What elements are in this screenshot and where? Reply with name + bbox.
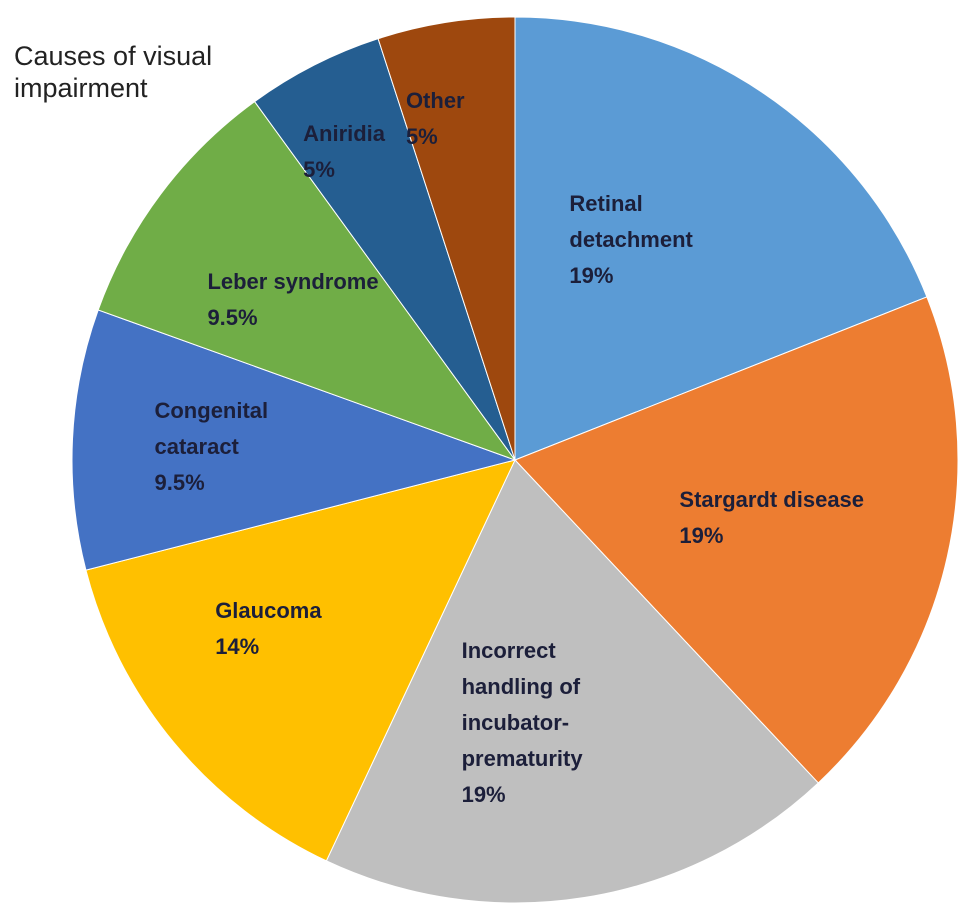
slice-label: Other 5% — [406, 83, 516, 155]
slice-label: Stargardt disease 19% — [679, 482, 869, 554]
category-label: Other — [405, 87, 465, 113]
pie-slice — [71, 309, 517, 571]
slice-label: Retinal detachment 19% — [569, 186, 759, 294]
value-label: 19% — [679, 522, 724, 548]
chart-title: Causes of visual impairment — [14, 41, 213, 103]
category-label: Leber syndrome — [207, 269, 379, 295]
slice-label: Leber syndrome 9.5% — [207, 264, 397, 336]
pie-slice — [85, 459, 516, 862]
category-label: Congenital cataract — [154, 398, 269, 460]
pie-slice — [514, 16, 928, 461]
category-label: Glaucoma — [215, 598, 322, 624]
slice-label: Incorrect handling of incubator-prematur… — [462, 633, 652, 813]
value-label: 14% — [215, 634, 260, 660]
category-label: Stargardt disease — [679, 486, 865, 512]
category-label: Retinal detachment — [569, 191, 693, 253]
value-label: 9.5% — [154, 470, 205, 496]
value-label: 19% — [461, 781, 506, 807]
value-label: 5% — [303, 157, 335, 183]
pie-slice — [514, 296, 959, 784]
pie-slice — [325, 459, 819, 904]
slice-label: Aniridia 5% — [303, 116, 413, 188]
value-label: 9.5% — [207, 305, 258, 331]
value-label: 19% — [569, 263, 614, 289]
pie-slice — [97, 100, 517, 462]
pie-slice — [377, 16, 516, 461]
category-label: Aniridia — [303, 121, 386, 147]
slice-label: Congenital cataract 9.5% — [154, 393, 344, 501]
slice-label: Glaucoma 14% — [215, 593, 405, 665]
category-label: Incorrect handling of incubator-prematur… — [461, 637, 583, 771]
value-label: 5% — [405, 123, 438, 149]
